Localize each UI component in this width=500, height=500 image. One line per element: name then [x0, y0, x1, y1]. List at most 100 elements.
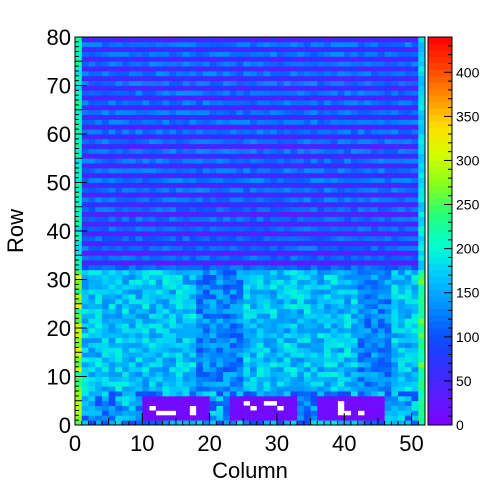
- heatmap-cell: [88, 143, 96, 149]
- heatmap-cell: [371, 153, 379, 159]
- heatmap-cell: [162, 80, 170, 86]
- heatmap-cell: [357, 303, 365, 309]
- heatmap-cell: [350, 51, 359, 57]
- heatmap-cell: [122, 134, 130, 140]
- heatmap-cell: [155, 400, 163, 406]
- heatmap-cell: [196, 143, 204, 149]
- heatmap-cell: [202, 284, 211, 290]
- heatmap-cell: [88, 100, 96, 106]
- heatmap-cell: [371, 138, 379, 145]
- heatmap-cell: [256, 138, 264, 145]
- heatmap-cell: [169, 211, 177, 217]
- heatmap-cell: [122, 182, 130, 188]
- heatmap-cell: [175, 289, 184, 295]
- heatmap-cell: [411, 235, 419, 242]
- heatmap-cell: [236, 216, 244, 222]
- heatmap-cell: [149, 376, 157, 382]
- heatmap-cell: [404, 386, 412, 392]
- heatmap-cell: [243, 395, 251, 402]
- heatmap-cell: [88, 163, 96, 169]
- heatmap-cell: [202, 114, 211, 120]
- heatmap-cell: [101, 250, 110, 256]
- heatmap-cell: [175, 347, 184, 353]
- heatmap-cell: [182, 386, 190, 392]
- heatmap-cell: [250, 177, 258, 183]
- heatmap-cell: [263, 284, 271, 290]
- heatmap-cell: [384, 197, 392, 203]
- heatmap-cell: [364, 80, 372, 86]
- heatmap-cell: [263, 337, 271, 343]
- heatmap-cell: [88, 85, 96, 91]
- heatmap-cell: [371, 192, 379, 198]
- heatmap-cell: [75, 235, 83, 242]
- heatmap-cell: [283, 352, 291, 358]
- heatmap-cell: [297, 240, 305, 246]
- heatmap-cell: [250, 46, 258, 52]
- heatmap-cell: [95, 129, 103, 135]
- heatmap-cell: [115, 279, 123, 285]
- heatmap-cell: [81, 376, 89, 382]
- heatmap-cell: [377, 347, 386, 353]
- heatmap-cell: [364, 323, 372, 329]
- heatmap-cell: [324, 376, 332, 382]
- heatmap-cell: [290, 357, 298, 363]
- heatmap-cell: [209, 187, 217, 193]
- heatmap-cell: [128, 100, 136, 106]
- heatmap-cell: [350, 221, 359, 227]
- heatmap-cell: [411, 148, 419, 154]
- heatmap-cell: [330, 56, 338, 62]
- colorbar-segment: [428, 88, 452, 96]
- heatmap-cell: [411, 410, 419, 416]
- heatmap-cell: [411, 308, 419, 314]
- heatmap-cell: [256, 221, 264, 227]
- heatmap-cell: [149, 163, 157, 169]
- heatmap-cell: [189, 41, 197, 48]
- heatmap-cell: [364, 255, 372, 261]
- heatmap-cell: [216, 119, 224, 125]
- heatmap-cell: [418, 66, 426, 72]
- heatmap-cell: [135, 51, 143, 57]
- heatmap-cell: [202, 231, 211, 237]
- heatmap-cell: [135, 400, 143, 406]
- heatmap-cell: [216, 80, 224, 86]
- heatmap-cell: [398, 255, 406, 261]
- heatmap-cell: [290, 95, 298, 101]
- heatmap-cell: [155, 395, 163, 402]
- heatmap-cell: [350, 216, 359, 222]
- heatmap-cell: [115, 245, 123, 251]
- heatmap-cell: [384, 342, 392, 348]
- heatmap-cell: [95, 201, 103, 208]
- heatmap-cell: [223, 250, 231, 256]
- heatmap-cell: [310, 100, 318, 106]
- heatmap-cell: [391, 226, 399, 232]
- heatmap-cell: [371, 240, 379, 246]
- heatmap-cell: [101, 138, 110, 145]
- heatmap-cell: [216, 46, 224, 52]
- colorbar-tick-label: 50: [456, 373, 472, 389]
- heatmap-cell: [337, 332, 345, 339]
- heatmap-cell: [330, 332, 338, 339]
- heatmap-cell: [364, 328, 372, 334]
- heatmap-cell: [411, 37, 419, 43]
- heatmap-cell: [337, 235, 345, 242]
- heatmap-cell: [297, 357, 305, 363]
- heatmap-cell: [377, 216, 386, 222]
- heatmap-cell: [344, 308, 352, 314]
- heatmap-cell: [391, 143, 399, 149]
- heatmap-cell: [350, 46, 359, 52]
- heatmap-cell: [303, 163, 311, 169]
- heatmap-cell: [303, 332, 311, 339]
- heatmap-cell: [317, 226, 325, 232]
- colorbar-segment: [428, 198, 452, 206]
- heatmap-cell: [310, 46, 318, 52]
- heatmap-cell: [236, 347, 244, 353]
- heatmap-cell: [317, 51, 325, 57]
- heatmap-cell: [189, 269, 197, 276]
- heatmap-cell: [223, 216, 231, 222]
- heatmap-cell: [115, 114, 123, 120]
- heatmap-cell: [216, 381, 224, 387]
- heatmap-cell: [350, 284, 359, 290]
- heatmap-cell: [189, 61, 197, 67]
- heatmap-cell: [303, 41, 311, 48]
- heatmap-cell: [317, 420, 325, 426]
